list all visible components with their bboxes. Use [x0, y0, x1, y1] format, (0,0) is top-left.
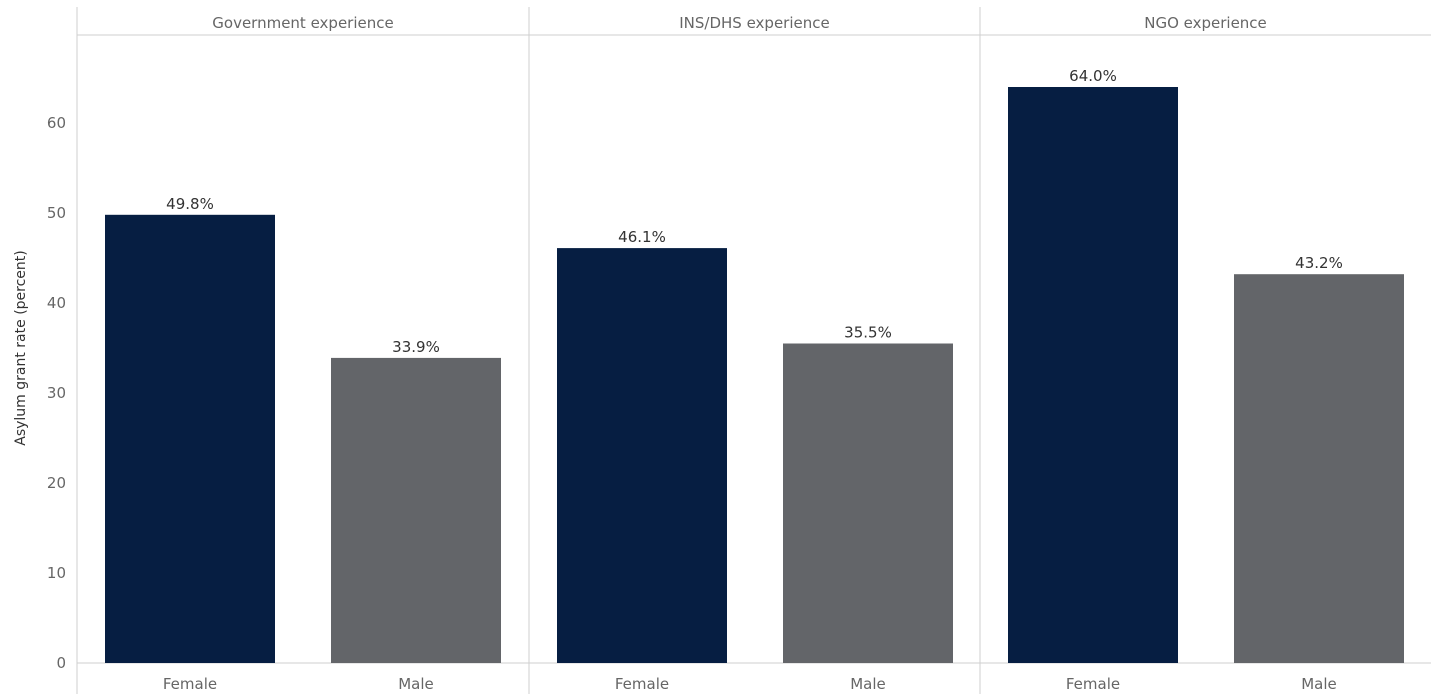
category-label: Female [163, 675, 217, 693]
y-tick-label: 30 [47, 384, 66, 402]
y-tick-label: 50 [47, 204, 66, 222]
category-label: Male [850, 675, 886, 693]
category-label: Female [1066, 675, 1120, 693]
panel-title: INS/DHS experience [679, 14, 829, 32]
bar-male [1234, 274, 1404, 663]
panel: NGO experience 64.0% Female 43.2% Male [1008, 14, 1404, 693]
bar-female [105, 214, 275, 664]
data-label: 46.1% [618, 228, 666, 246]
y-tick-label: 20 [47, 474, 66, 492]
y-tick-label: 10 [47, 564, 66, 582]
data-label: 64.0% [1069, 67, 1117, 85]
y-tick-label: 0 [56, 654, 66, 672]
data-label: 33.9% [392, 338, 440, 356]
panel-title: NGO experience [1144, 14, 1267, 32]
bar-male [331, 357, 501, 663]
y-axis: 0 10 20 30 40 50 60 [47, 114, 66, 672]
panel: INS/DHS experience 46.1% Female 35.5% Male [557, 14, 953, 693]
chart-frame [76, 7, 1431, 694]
data-label: 49.8% [166, 195, 214, 213]
bar-female [1008, 87, 1178, 663]
data-label: 35.5% [844, 324, 892, 342]
y-tick-label: 40 [47, 294, 66, 312]
chart-panels: Government experience 49.8% Female 33.9% Mal… [105, 14, 1404, 693]
bar-female [557, 248, 727, 663]
panel-title: Government experience [212, 14, 393, 32]
panel: Government experience 49.8% Female 33.9% Mal… [105, 14, 501, 693]
category-label: Female [615, 675, 669, 693]
category-label: Male [398, 675, 434, 693]
bar-male [783, 343, 953, 663]
y-axis-title: Asylum grant rate (percent) [13, 250, 29, 445]
data-label: 43.2% [1295, 254, 1343, 272]
category-label: Male [1301, 675, 1337, 693]
y-tick-label: 60 [47, 114, 66, 132]
